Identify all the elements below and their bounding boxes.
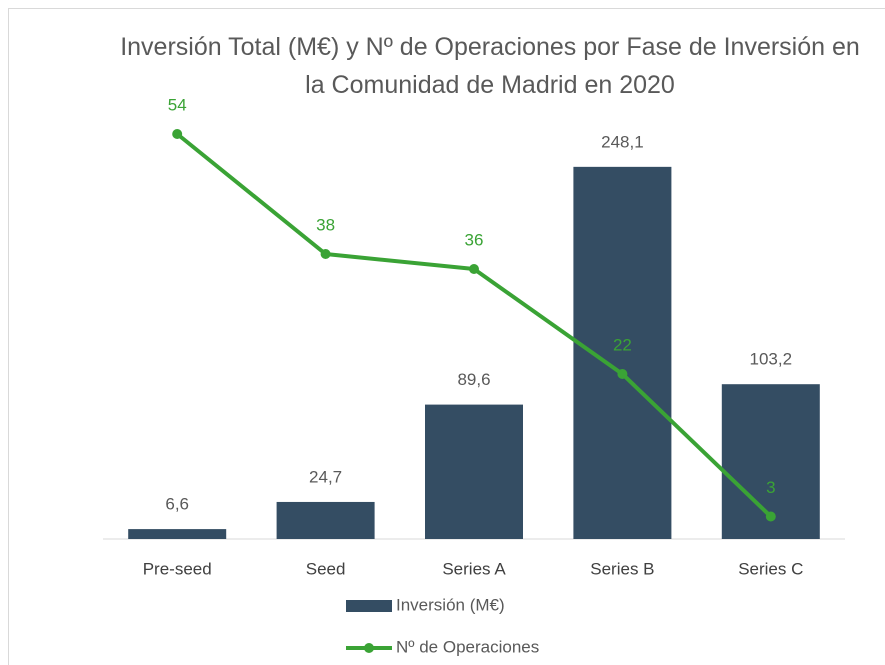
data-label: 3 — [766, 478, 775, 497]
data-label: 36 — [465, 230, 484, 249]
chart-border — [8, 8, 885, 665]
data-label: 103,2 — [750, 350, 793, 369]
legend-label: Nº de Operaciones — [396, 637, 539, 656]
x-tick-label: Seed — [306, 559, 346, 578]
line-marker — [617, 369, 628, 379]
bar — [425, 404, 523, 539]
data-label: 54 — [168, 95, 187, 114]
x-tick-label: Series A — [442, 559, 506, 578]
data-label: 24,7 — [309, 467, 342, 486]
line-marker — [320, 249, 331, 259]
bar — [128, 529, 227, 539]
data-label: 89,6 — [457, 370, 490, 389]
line-marker — [172, 129, 183, 139]
x-tick-label: Series B — [590, 559, 654, 578]
data-label: 22 — [613, 335, 632, 354]
line-marker — [765, 511, 776, 522]
line-marker — [469, 264, 479, 274]
bar — [276, 501, 375, 539]
data-label: 6,6 — [165, 495, 189, 514]
legend-label: Inversión (M€) — [396, 595, 505, 614]
legend-marker — [364, 643, 374, 653]
x-tick-label: Series C — [738, 559, 803, 578]
data-label: 248,1 — [601, 132, 644, 151]
x-tick-label: Pre-seed — [143, 559, 212, 578]
chart-title: Inversión Total (M€) y Nº de Operaciones… — [120, 33, 860, 99]
legend-swatch — [346, 600, 392, 612]
data-label: 38 — [316, 215, 335, 234]
